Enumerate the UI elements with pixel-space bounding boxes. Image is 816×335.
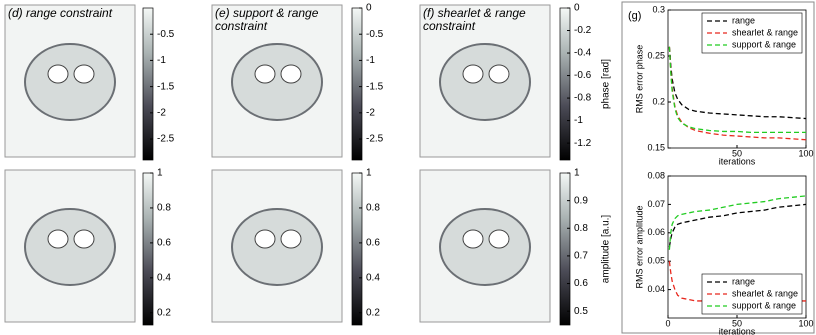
y-tick-label: 0.08 <box>647 170 665 180</box>
colorbar-tick-label: -0.5 <box>157 29 175 40</box>
colorbar-label: phase [rad] <box>601 59 612 109</box>
y-axis-label: RMS error amplitude <box>634 205 644 288</box>
object-shape <box>232 209 322 285</box>
object-detail <box>281 230 301 248</box>
colorbar-tick-label: 0.2 <box>366 307 380 318</box>
colorbar-tick-label: -1 <box>157 55 166 66</box>
colorbar-tick-label: -0.4 <box>574 48 592 59</box>
colorbar-tick-label: -2 <box>366 107 375 118</box>
colorbar-tick-label: 0.8 <box>366 203 380 214</box>
legend-label: range <box>732 276 755 286</box>
colorbar-tick-label: -1.5 <box>157 81 175 92</box>
panel-title: (e) support & range constraint <box>215 7 340 33</box>
colorbar-tick-label: 1 <box>366 168 372 179</box>
panel-title: (f) shearlet & range constraint <box>423 7 548 33</box>
colorbar-tick-label: 0.2 <box>157 307 171 318</box>
x-axis-label: iterations <box>719 156 756 166</box>
colorbar-tick-label: 0.4 <box>366 272 380 283</box>
object-detail <box>74 65 94 83</box>
object-detail <box>463 65 483 83</box>
colorbar-tick-label: -2 <box>157 107 166 118</box>
colorbar-tick-label: 0.6 <box>157 238 171 249</box>
colorbar-tick-label: 0.8 <box>574 223 588 234</box>
colorbar-tick-label: 0.8 <box>157 203 171 214</box>
y-tick-label: 0.04 <box>647 284 665 294</box>
object-detail <box>255 230 275 248</box>
legend-label: shearlet & range <box>732 288 798 298</box>
colorbar-tick-label: -0.5 <box>366 29 384 40</box>
colorbar-tick-label: -0.6 <box>574 70 592 81</box>
colorbar-tick-label: -1.2 <box>574 138 592 149</box>
colorbar <box>352 173 362 325</box>
object-detail <box>255 65 275 83</box>
object-shape <box>440 44 530 120</box>
object-shape <box>25 44 115 120</box>
y-tick-label: 0.05 <box>647 256 665 266</box>
x-tick-label: 100 <box>798 318 813 328</box>
colorbar <box>352 8 362 160</box>
colorbar-tick-label: 0.6 <box>574 278 588 289</box>
object-detail <box>489 230 509 248</box>
y-tick-label: 0.07 <box>647 199 665 209</box>
object-shape <box>232 44 322 120</box>
colorbar-tick-label: -1 <box>574 115 583 126</box>
colorbar-tick-label: -2.5 <box>366 134 384 145</box>
colorbar-tick-label: 0.9 <box>574 195 588 206</box>
object-detail <box>281 65 301 83</box>
colorbar-tick-label: -1 <box>366 55 375 66</box>
x-tick-label: 0 <box>665 318 670 328</box>
colorbar <box>143 173 153 325</box>
panel-title: (d) range constraint <box>8 7 133 20</box>
chart: -0.5 -1 -1.5 -2 -2.5 0 -0.5 -1 -1.5 -2 -2.5 0 -0.2 -0… <box>0 0 816 335</box>
y-tick-label: 0.2 <box>652 96 665 106</box>
legend-label: range <box>732 15 755 25</box>
object-detail <box>463 230 483 248</box>
colorbar-tick-label: 1 <box>574 168 580 179</box>
y-tick-label: 0.06 <box>647 227 665 237</box>
x-axis-label: iterations <box>719 326 756 335</box>
object-detail <box>74 230 94 248</box>
colorbar-tick-label: 0 <box>574 3 580 14</box>
colorbar-tick-label: 0.6 <box>366 238 380 249</box>
colorbar <box>560 173 570 325</box>
figure: -0.5 -1 -1.5 -2 -2.5 0 -0.5 -1 -1.5 -2 -2.5 0 -0.2 -0… <box>0 0 816 335</box>
colorbar-tick-label: 0.5 <box>574 306 588 317</box>
object-detail <box>48 65 68 83</box>
colorbar-tick-label: -1.5 <box>366 81 384 92</box>
y-tick-label: 0.3 <box>652 4 665 14</box>
colorbar-tick-label: -0.2 <box>574 25 592 36</box>
legend-label: support & range <box>732 300 796 310</box>
colorbar-tick-label: 0.7 <box>574 251 588 262</box>
object-detail <box>48 230 68 248</box>
x-tick-label: 100 <box>798 148 813 158</box>
panel-title: (g) <box>628 10 641 22</box>
y-tick-label: 0.15 <box>647 142 665 152</box>
y-axis-label: RMS error phase <box>634 45 644 114</box>
colorbar <box>143 8 153 160</box>
object-detail <box>489 65 509 83</box>
colorbar-tick-label: 1 <box>157 168 163 179</box>
legend-label: support & range <box>732 39 796 49</box>
colorbar-tick-label: 0.4 <box>157 272 171 283</box>
colorbar-tick-label: -2.5 <box>157 134 175 145</box>
object-shape <box>440 209 530 285</box>
legend-label: shearlet & range <box>732 27 798 37</box>
colorbar-tick-label: 0 <box>366 3 372 14</box>
y-tick-label: 0.25 <box>647 50 665 60</box>
object-shape <box>25 209 115 285</box>
colorbar-label: amplitude [a.u.] <box>601 215 612 284</box>
colorbar-tick-label: -0.8 <box>574 93 592 104</box>
